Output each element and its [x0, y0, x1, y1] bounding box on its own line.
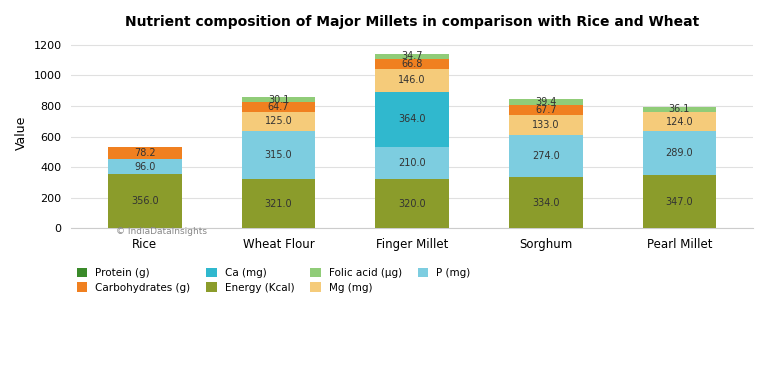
Text: 96.0: 96.0: [134, 162, 156, 172]
Bar: [509, 177, 583, 228]
Bar: [509, 104, 583, 115]
Bar: [643, 131, 717, 175]
Text: 78.2: 78.2: [134, 148, 156, 158]
Text: 347.0: 347.0: [666, 197, 694, 207]
Text: 67.7: 67.7: [535, 105, 557, 115]
Bar: [242, 102, 316, 112]
Bar: [376, 147, 449, 179]
Bar: [108, 159, 182, 174]
Bar: [376, 91, 449, 147]
Bar: [376, 54, 449, 59]
Text: © IndiaDataInsights: © IndiaDataInsights: [116, 227, 207, 236]
Bar: [108, 147, 182, 159]
Text: 39.4: 39.4: [535, 97, 557, 107]
Text: 320.0: 320.0: [399, 199, 426, 209]
Y-axis label: Value: Value: [15, 116, 28, 150]
Bar: [509, 99, 583, 104]
Bar: [242, 98, 316, 102]
Text: 315.0: 315.0: [265, 150, 293, 160]
Text: 364.0: 364.0: [399, 114, 426, 124]
Bar: [242, 131, 316, 179]
Title: Nutrient composition of Major Millets in comparison with Rice and Wheat: Nutrient composition of Major Millets in…: [125, 15, 700, 29]
Bar: [376, 69, 449, 91]
Text: 289.0: 289.0: [666, 148, 694, 158]
Bar: [242, 112, 316, 131]
Bar: [242, 179, 316, 228]
Text: 356.0: 356.0: [131, 196, 159, 206]
Bar: [509, 135, 583, 177]
Text: 210.0: 210.0: [399, 158, 426, 168]
Text: 321.0: 321.0: [265, 199, 293, 209]
Bar: [643, 112, 717, 131]
Text: 274.0: 274.0: [532, 151, 560, 161]
Bar: [376, 59, 449, 69]
Text: 124.0: 124.0: [666, 117, 694, 127]
Text: 34.7: 34.7: [402, 51, 423, 61]
Text: 36.1: 36.1: [669, 104, 690, 114]
Bar: [509, 115, 583, 135]
Text: 133.0: 133.0: [532, 120, 560, 130]
Legend: Protein (g), Carbohydrates (g), Ca (mg), Energy (Kcal), Folic acid (μg), Mg (mg): Protein (g), Carbohydrates (g), Ca (mg),…: [77, 268, 471, 293]
Bar: [643, 106, 717, 112]
Bar: [643, 175, 717, 228]
Bar: [376, 179, 449, 228]
Text: 30.1: 30.1: [268, 95, 290, 105]
Bar: [108, 174, 182, 228]
Text: 66.8: 66.8: [402, 59, 423, 69]
Text: 64.7: 64.7: [268, 102, 290, 112]
Text: 125.0: 125.0: [265, 116, 293, 126]
Text: 146.0: 146.0: [399, 75, 426, 85]
Text: 334.0: 334.0: [532, 198, 560, 208]
